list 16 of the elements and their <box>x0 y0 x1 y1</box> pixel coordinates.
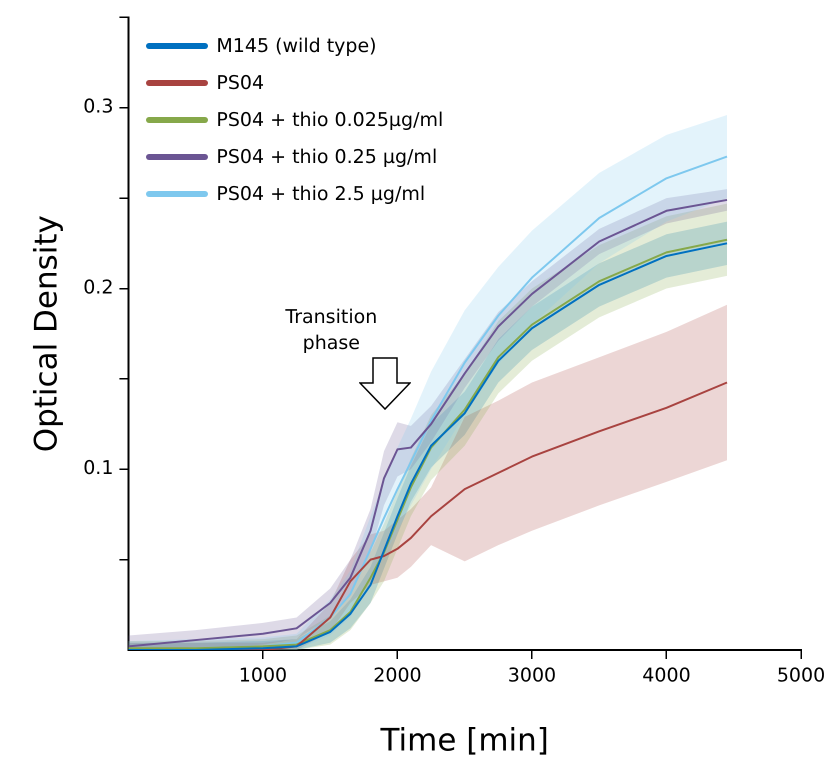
legend-label: M145 (wild type) <box>216 34 377 57</box>
y-tick-label: 0.1 <box>83 457 114 480</box>
x-tick-label: 2000 <box>373 664 422 686</box>
y-tick-label: 0.2 <box>83 276 114 298</box>
x-tick-label: 4000 <box>642 664 691 686</box>
x-tick-label: 3000 <box>508 664 556 686</box>
legend-label: PS04 + thio 0.025µg/ml <box>216 108 444 131</box>
x-tick-label: 5000 <box>776 664 826 686</box>
x-tick-label: 1000 <box>238 664 288 686</box>
legend-label: PS04 + thio 2.5 µg/ml <box>216 182 426 205</box>
x-axis-title: Time [min] <box>380 722 549 758</box>
legend-label: PS04 + thio 0.25 µg/ml <box>216 146 438 168</box>
y-tick-label: 0.3 <box>83 96 114 118</box>
y-axis-title: Optical Density <box>28 215 65 452</box>
annotation: Transition phase <box>284 304 378 356</box>
legend-label: PS04 <box>216 72 264 94</box>
